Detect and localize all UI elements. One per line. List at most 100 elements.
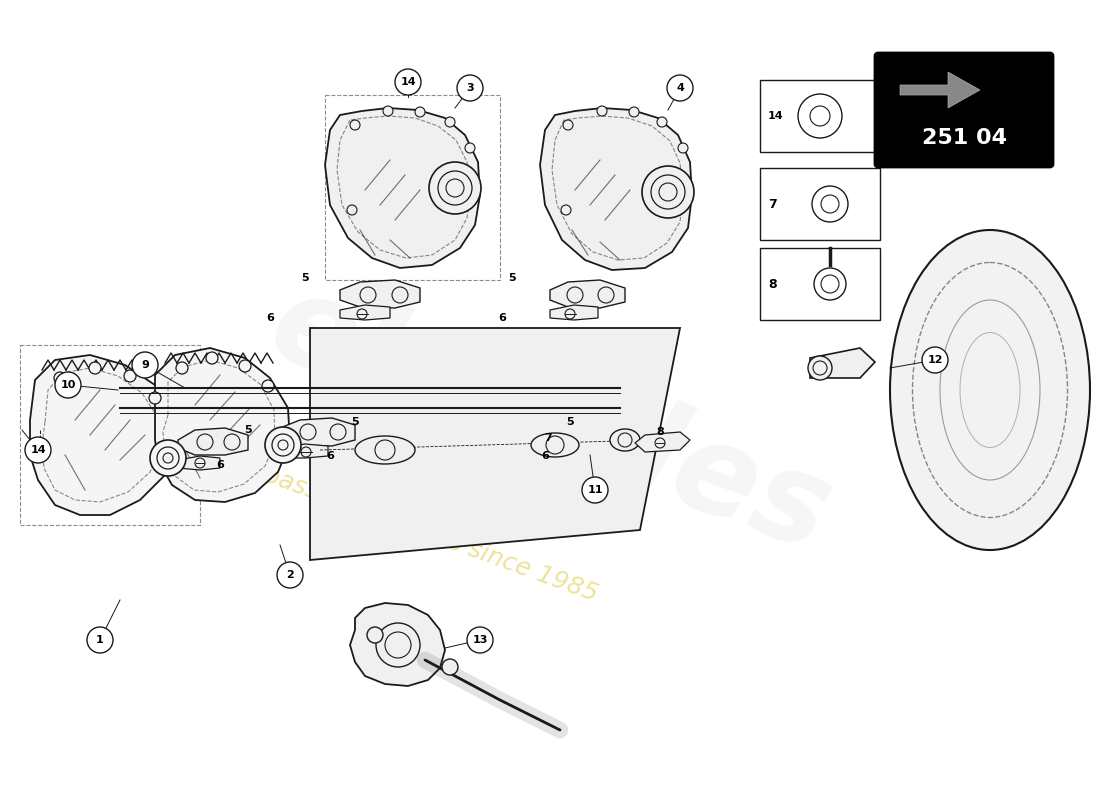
Circle shape — [383, 106, 393, 116]
Text: 2: 2 — [286, 570, 294, 580]
Circle shape — [814, 268, 846, 300]
Polygon shape — [340, 280, 420, 308]
Polygon shape — [178, 428, 248, 455]
Circle shape — [546, 436, 564, 454]
FancyBboxPatch shape — [874, 53, 1053, 167]
Circle shape — [262, 380, 274, 392]
Circle shape — [239, 360, 251, 372]
Circle shape — [561, 205, 571, 215]
Text: 8: 8 — [656, 427, 664, 437]
Polygon shape — [280, 444, 328, 458]
Circle shape — [330, 424, 346, 440]
Circle shape — [360, 287, 376, 303]
Text: 251 04: 251 04 — [922, 128, 1006, 148]
Circle shape — [654, 438, 666, 448]
Circle shape — [629, 107, 639, 117]
Text: 14: 14 — [768, 111, 783, 121]
Text: 4: 4 — [676, 83, 684, 93]
Circle shape — [456, 75, 483, 101]
Circle shape — [566, 287, 583, 303]
Circle shape — [446, 117, 455, 127]
Circle shape — [132, 352, 158, 378]
Circle shape — [375, 440, 395, 460]
Text: 6: 6 — [541, 451, 549, 461]
Circle shape — [176, 362, 188, 374]
Circle shape — [598, 287, 614, 303]
Circle shape — [376, 623, 420, 667]
Circle shape — [89, 362, 101, 374]
Text: 8: 8 — [768, 278, 777, 290]
Circle shape — [922, 347, 948, 373]
Text: 11: 11 — [587, 485, 603, 495]
Circle shape — [678, 143, 688, 153]
Circle shape — [442, 659, 458, 675]
Circle shape — [55, 372, 81, 398]
Text: 7: 7 — [544, 433, 552, 443]
Circle shape — [812, 186, 848, 222]
Circle shape — [597, 106, 607, 116]
Circle shape — [429, 162, 481, 214]
Circle shape — [54, 372, 66, 384]
Circle shape — [124, 370, 136, 382]
Polygon shape — [810, 348, 875, 378]
Circle shape — [346, 205, 358, 215]
Text: 5: 5 — [244, 425, 252, 435]
Text: 7: 7 — [768, 198, 777, 210]
Polygon shape — [340, 305, 390, 320]
Circle shape — [565, 309, 575, 319]
Text: 14: 14 — [400, 77, 416, 87]
Text: 10: 10 — [60, 380, 76, 390]
Circle shape — [301, 447, 311, 457]
Polygon shape — [30, 355, 178, 515]
Circle shape — [358, 309, 367, 319]
Circle shape — [642, 166, 694, 218]
Circle shape — [465, 143, 475, 153]
Text: 14: 14 — [30, 445, 46, 455]
Circle shape — [582, 477, 608, 503]
Circle shape — [618, 433, 632, 447]
Circle shape — [395, 69, 421, 95]
Text: 3: 3 — [466, 83, 474, 93]
Bar — [760, 248, 880, 320]
Circle shape — [350, 120, 360, 130]
Circle shape — [195, 458, 205, 468]
Circle shape — [150, 440, 186, 476]
Circle shape — [367, 627, 383, 643]
Polygon shape — [635, 432, 690, 452]
Circle shape — [667, 75, 693, 101]
Text: 6: 6 — [266, 313, 274, 323]
Text: 13: 13 — [472, 635, 487, 645]
Circle shape — [25, 437, 51, 463]
Ellipse shape — [890, 230, 1090, 550]
Text: eLandes: eLandes — [254, 263, 846, 577]
Text: 5: 5 — [351, 417, 359, 427]
Circle shape — [87, 627, 113, 653]
Circle shape — [392, 287, 408, 303]
Polygon shape — [324, 108, 480, 268]
Circle shape — [265, 427, 301, 463]
Circle shape — [300, 424, 316, 440]
Polygon shape — [178, 456, 220, 470]
Circle shape — [563, 120, 573, 130]
Text: a passion for parts since 1985: a passion for parts since 1985 — [239, 454, 602, 606]
Text: 5: 5 — [508, 273, 516, 283]
Polygon shape — [280, 418, 355, 446]
Circle shape — [657, 117, 667, 127]
Polygon shape — [540, 108, 692, 270]
Ellipse shape — [610, 429, 640, 451]
Text: 5: 5 — [301, 273, 309, 283]
Polygon shape — [350, 603, 446, 686]
Circle shape — [148, 392, 161, 404]
Bar — [760, 80, 880, 152]
Circle shape — [277, 562, 302, 588]
Text: 6: 6 — [216, 460, 224, 470]
Polygon shape — [155, 348, 290, 502]
Bar — [760, 168, 880, 240]
Text: 6: 6 — [326, 451, 334, 461]
Ellipse shape — [531, 433, 579, 457]
Circle shape — [206, 352, 218, 364]
Circle shape — [468, 627, 493, 653]
Text: 5: 5 — [566, 417, 574, 427]
Circle shape — [197, 434, 213, 450]
Text: 1: 1 — [96, 635, 103, 645]
